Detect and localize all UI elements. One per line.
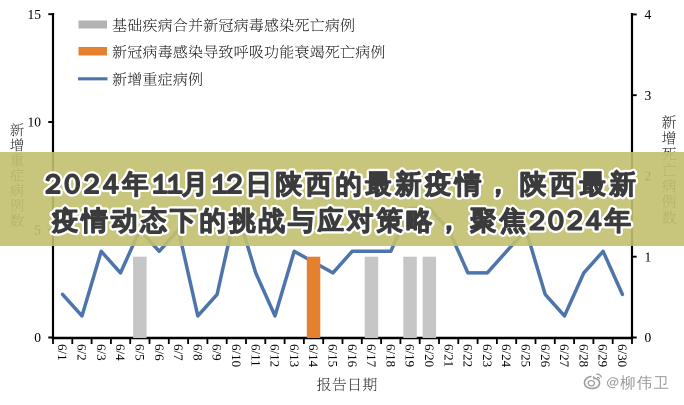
svg-text:15: 15 [28, 7, 42, 22]
svg-text:6/10: 6/10 [229, 344, 244, 367]
svg-text:3: 3 [645, 88, 652, 103]
svg-text:0: 0 [645, 330, 652, 345]
svg-text:6/9: 6/9 [210, 344, 225, 361]
svg-text:1: 1 [645, 249, 652, 264]
svg-text:6/23: 6/23 [480, 344, 495, 367]
svg-text:6/12: 6/12 [268, 344, 283, 367]
svg-text:4: 4 [645, 7, 652, 22]
svg-text:6/7: 6/7 [171, 344, 186, 361]
svg-text:6/5: 6/5 [133, 344, 148, 361]
svg-text:0: 0 [34, 330, 41, 345]
svg-text:6/19: 6/19 [403, 344, 418, 367]
svg-text:6/28: 6/28 [576, 344, 591, 367]
svg-text:6/21: 6/21 [441, 344, 456, 367]
svg-text:6/29: 6/29 [596, 344, 611, 367]
svg-text:6/24: 6/24 [499, 344, 514, 368]
svg-text:6/15: 6/15 [326, 344, 341, 367]
svg-text:6/6: 6/6 [152, 344, 167, 361]
svg-text:6/17: 6/17 [364, 344, 379, 368]
svg-text:6/18: 6/18 [383, 344, 398, 367]
svg-text:6/25: 6/25 [519, 344, 534, 367]
svg-text:6/22: 6/22 [461, 344, 476, 367]
svg-text:6/3: 6/3 [94, 344, 109, 361]
svg-text:6/14: 6/14 [306, 344, 321, 368]
svg-text:10: 10 [28, 115, 42, 130]
svg-text:6/16: 6/16 [345, 344, 360, 368]
svg-text:6/27: 6/27 [557, 344, 572, 368]
svg-text:6/20: 6/20 [422, 344, 437, 367]
svg-text:6/4: 6/4 [113, 344, 128, 361]
svg-text:6/8: 6/8 [190, 344, 205, 361]
svg-text:6/30: 6/30 [615, 344, 630, 367]
svg-text:6/1: 6/1 [55, 344, 70, 361]
svg-text:6/11: 6/11 [248, 344, 263, 367]
svg-text:6/13: 6/13 [287, 344, 302, 367]
svg-text:6/26: 6/26 [538, 344, 553, 368]
svg-text:6/2: 6/2 [75, 344, 90, 361]
